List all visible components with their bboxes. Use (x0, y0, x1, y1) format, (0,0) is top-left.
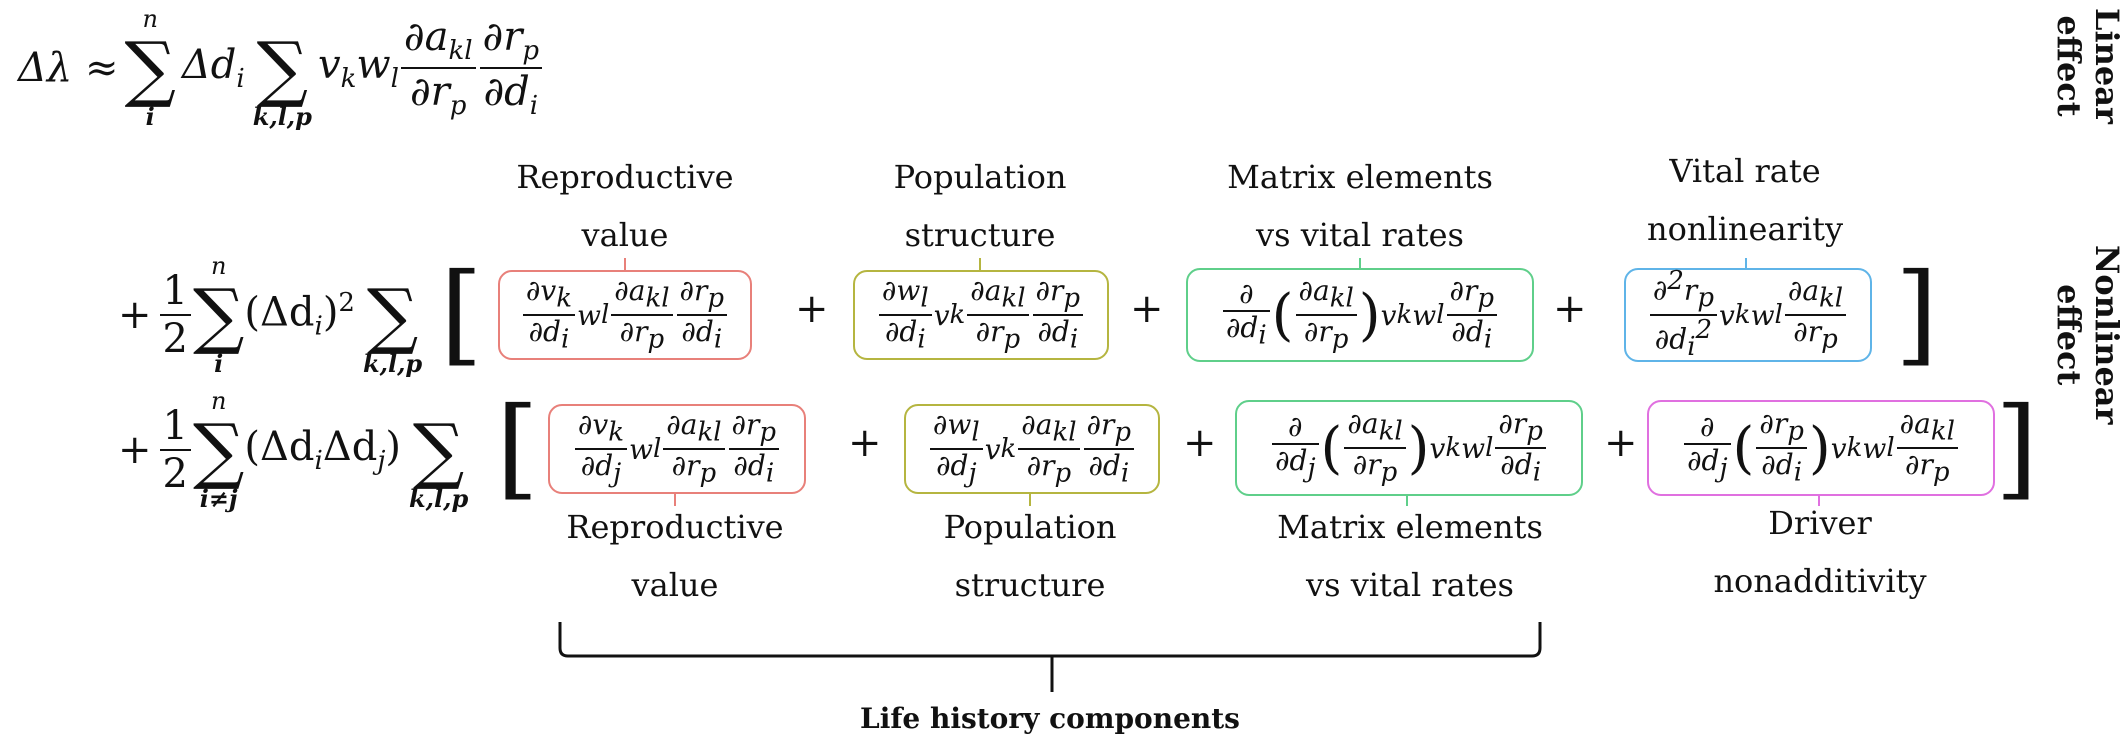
left-bracket-row2: [ (440, 249, 483, 377)
top-label-population-structure: Population structure (893, 158, 1067, 254)
tick-top-2 (979, 258, 981, 270)
life-history-components-label: Life history components (860, 702, 1240, 735)
box-reproductive-value-row2: ∂vk ∂di w l ∂akl ∂rp ∂rp ∂di (498, 270, 752, 360)
right-bracket-row3: ] (1995, 383, 2038, 511)
sum-over-i: n ∑ i (124, 5, 176, 131)
plus-row3-2: + (1183, 420, 1217, 466)
tick-top-1 (624, 258, 626, 270)
nonlinear-effect-label: Nonlinear effect (2050, 245, 2126, 425)
box-population-structure-row2: ∂wl ∂di v k ∂akl ∂rp ∂rp ∂di (853, 270, 1109, 360)
tick-bottom-3 (1406, 494, 1408, 506)
bottom-label-driver-nonadditivity: Driver nonadditivity (1713, 504, 1927, 600)
life-history-brace (558, 622, 1542, 692)
tick-top-3 (1359, 258, 1361, 270)
sum-over-klp-row2: ∑ k,l,p (362, 273, 423, 378)
plus-row2-1: + (795, 286, 829, 332)
bottom-label-reproductive-value: Reproductive value (566, 508, 784, 604)
sum-over-i-neq-j: n ∑ i≠j (192, 387, 245, 513)
plus-row3-3: + (1604, 420, 1638, 466)
partial-r-partial-d: ∂rp ∂di (479, 14, 542, 122)
box-vital-rate-nonlinearity-row2: ∂2rp ∂di2 v k w l ∂akl ∂rp (1624, 266, 1872, 362)
partial-a-partial-r: ∂akl ∂rp (400, 14, 476, 122)
right-bracket-row2: ] (1895, 249, 1938, 377)
bottom-label-matrix-elements: Matrix elements vs vital rates (1277, 508, 1543, 604)
lhs-delta-lambda: Δλ ≈ (18, 45, 119, 91)
delta-di-delta-dj: (ΔdiΔdj) (244, 424, 401, 476)
left-bracket-row3: [ (496, 383, 539, 511)
vk-wl: vkwl (317, 42, 399, 94)
box-population-structure-row3: ∂wl ∂dj v k ∂akl ∂rp ∂rp ∂di (904, 404, 1160, 494)
sum-over-klp-row3: ∑ k,l,p (408, 408, 469, 513)
tick-bottom-1 (674, 494, 676, 506)
top-label-reproductive-value: Reproductive value (516, 158, 734, 254)
delta-d-squared: (Δdi)2 (244, 288, 355, 342)
linear-equation: Δλ ≈ n ∑ i Δdi ∑ k,l,p vkwl ∂akl ∂rp ∂rp ∂… (18, 5, 544, 131)
linear-effect-label: Linear effect (2050, 8, 2126, 124)
top-label-vital-rate-nonlinearity: Vital rate nonlinearity (1646, 152, 1844, 248)
plus-row3-1: + (848, 420, 882, 466)
sum-over-i-row2: n ∑ i (192, 252, 245, 378)
delta-d: Δdi (181, 42, 245, 94)
bottom-label-population-structure: Population structure (943, 508, 1117, 604)
box-reproductive-value-row3: ∂vk ∂dj w l ∂akl ∂rp ∂rp ∂di (548, 404, 806, 494)
tick-bottom-4 (1818, 494, 1820, 506)
tick-bottom-2 (1029, 494, 1031, 506)
plus-row2-2: + (1130, 286, 1164, 332)
sum-over-klp: ∑ k,l,p (252, 26, 312, 131)
tick-top-4 (1745, 258, 1747, 270)
plus-row2-3: + (1553, 286, 1587, 332)
top-label-matrix-elements: Matrix elements vs vital rates (1227, 158, 1493, 254)
